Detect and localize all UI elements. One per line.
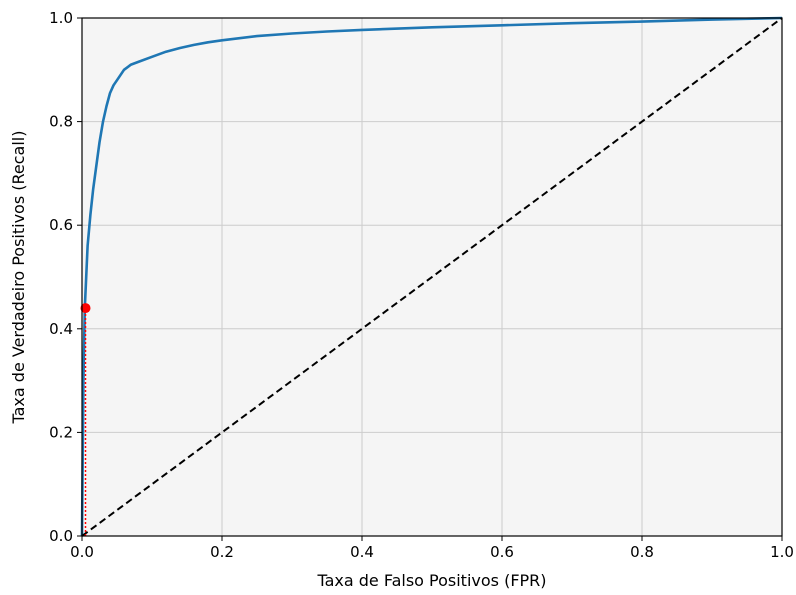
roc-curve-line [80, 16, 783, 537]
y-tick-label: 0.2 [49, 423, 73, 441]
x-tick-label: 0.4 [350, 543, 374, 561]
x-tick-label: 0.8 [630, 543, 654, 561]
series-group [80, 16, 783, 537]
y-tick-label: 0.0 [49, 527, 73, 545]
annotations-group [80, 303, 91, 536]
x-tick-label: 1.0 [770, 543, 794, 561]
plot-frame [81, 17, 783, 537]
y-tick-label: 0.8 [49, 113, 73, 131]
x-tick-label: 0.0 [70, 543, 94, 561]
threshold-point [80, 303, 91, 314]
x-tick-label: 0.2 [210, 543, 234, 561]
x-axis-ticks: 0.0 0.2 0.4 0.6 0.8 1.0 [70, 536, 794, 561]
grid-lines [81, 17, 783, 537]
y-axis-title: Taxa de Verdadeiro Positivos (Recall) [9, 131, 28, 425]
y-tick-label: 0.6 [49, 216, 73, 234]
y-tick-label: 0.4 [49, 320, 73, 338]
x-axis-title: Taxa de Falso Positivos (FPR) [316, 571, 546, 590]
x-tick-label: 0.6 [490, 543, 514, 561]
y-tick-label: 1.0 [49, 9, 73, 27]
random-baseline-line [81, 17, 783, 537]
y-axis-ticks: 0.0 0.2 0.4 0.6 0.8 1.0 [49, 9, 82, 545]
